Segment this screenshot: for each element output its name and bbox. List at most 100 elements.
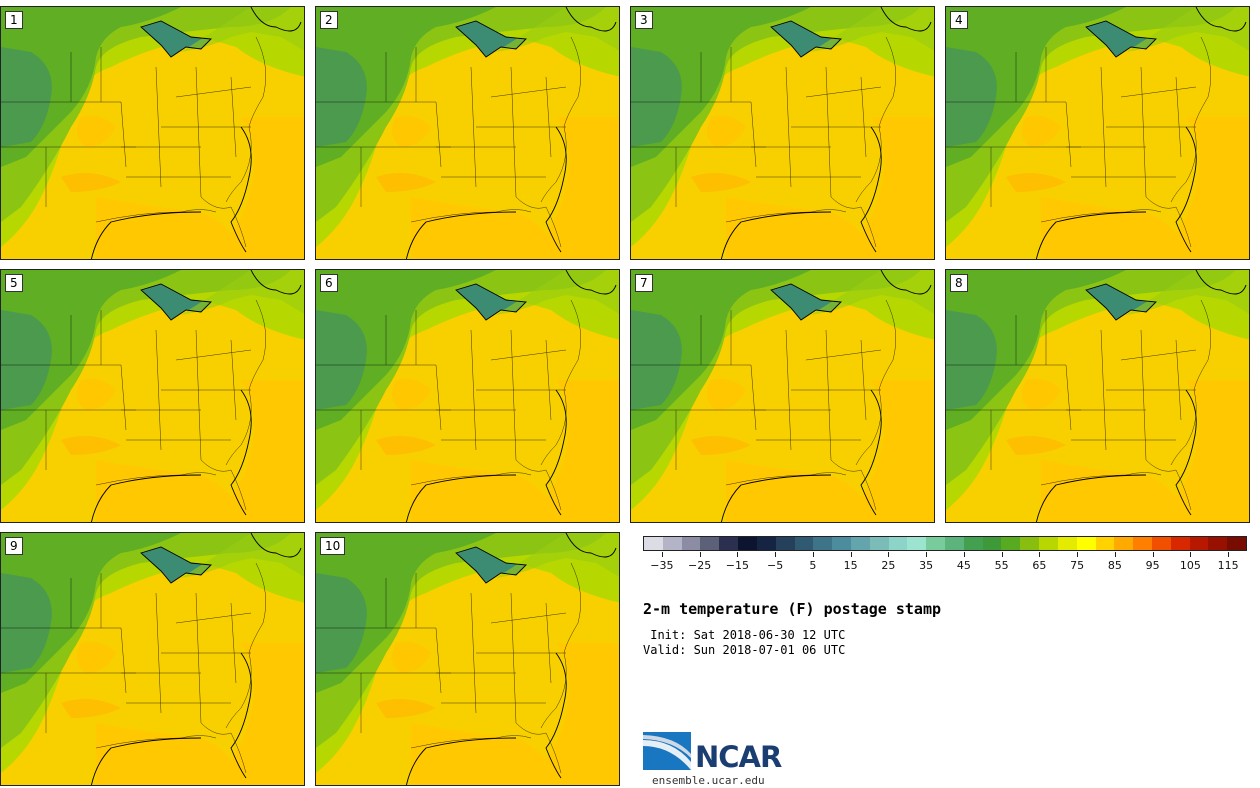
ncar-logo-icon bbox=[643, 732, 691, 770]
member-label: 10 bbox=[320, 537, 346, 555]
colorbar-swatch bbox=[1133, 537, 1152, 550]
colorbar-swatch bbox=[945, 537, 964, 550]
temperature-map bbox=[1, 270, 304, 522]
colorbar-swatch bbox=[1114, 537, 1134, 550]
temperature-map bbox=[946, 7, 1249, 259]
colorbar-tick bbox=[1077, 552, 1079, 557]
member-label: 3 bbox=[635, 11, 653, 29]
colorbar-swatch bbox=[1039, 537, 1058, 550]
colorbar-tick-label: 45 bbox=[956, 559, 971, 572]
temperature-map bbox=[316, 270, 619, 522]
colorbar-tick-label: −15 bbox=[725, 559, 749, 572]
colorbar-tick bbox=[1152, 552, 1154, 557]
temperature-map bbox=[1, 7, 304, 259]
colorbar-swatch bbox=[982, 537, 1002, 550]
temperature-map bbox=[946, 270, 1249, 522]
colorbar-tick bbox=[963, 552, 965, 557]
colorbar-swatch bbox=[1151, 537, 1171, 550]
colorbar-tick bbox=[1228, 552, 1230, 557]
colorbar-tick bbox=[850, 552, 852, 557]
colorbar-swatch bbox=[1001, 537, 1021, 550]
colorbar-swatch bbox=[1189, 537, 1209, 550]
colorbar-tick bbox=[661, 552, 663, 557]
colorbar-tick bbox=[775, 552, 777, 557]
colorbar-swatch bbox=[756, 537, 776, 550]
member-label: 4 bbox=[950, 11, 968, 29]
member-label: 9 bbox=[5, 537, 23, 555]
colorbar-tick bbox=[1190, 552, 1192, 557]
colorbar-swatch bbox=[738, 537, 757, 550]
colorbar-tick-label: −5 bbox=[767, 559, 784, 572]
colorbar-tick bbox=[699, 552, 701, 557]
colorbar-tick-label: 75 bbox=[1070, 559, 1085, 572]
colorbar bbox=[643, 536, 1247, 551]
temperature-map bbox=[316, 533, 619, 785]
colorbar-swatch bbox=[1208, 537, 1228, 550]
colorbar-tick bbox=[888, 552, 890, 557]
colorbar-swatch bbox=[644, 537, 663, 550]
temperature-map bbox=[631, 270, 934, 522]
colorbar-swatch bbox=[832, 537, 851, 550]
colorbar-swatch bbox=[1227, 537, 1246, 550]
colorbar-swatch bbox=[1095, 537, 1115, 550]
member-map-panel: 10 bbox=[315, 532, 620, 786]
member-label: 6 bbox=[320, 274, 338, 292]
colorbar-tick-label: 115 bbox=[1217, 559, 1239, 572]
colorbar-tick bbox=[737, 552, 739, 557]
colorbar-tick bbox=[1039, 552, 1041, 557]
colorbar-swatch bbox=[888, 537, 908, 550]
member-map-panel: 8 bbox=[945, 269, 1250, 523]
colorbar-tick-label: −25 bbox=[688, 559, 712, 572]
member-map-panel: 9 bbox=[0, 532, 305, 786]
member-label: 1 bbox=[5, 11, 23, 29]
temperature-map bbox=[631, 7, 934, 259]
colorbar-swatch bbox=[1057, 537, 1077, 550]
colorbar-swatch bbox=[775, 537, 795, 550]
colorbar-tick-label: 105 bbox=[1179, 559, 1201, 572]
colorbar-tick bbox=[926, 552, 928, 557]
temperature-map bbox=[316, 7, 619, 259]
member-map-panel: 7 bbox=[630, 269, 935, 523]
colorbar-tick-label: 95 bbox=[1145, 559, 1160, 572]
colorbar-swatch bbox=[700, 537, 720, 550]
colorbar-swatch bbox=[681, 537, 701, 550]
colorbar-swatch bbox=[926, 537, 945, 550]
colorbar-tick-label: 15 bbox=[843, 559, 858, 572]
colorbar-tick-label: 85 bbox=[1107, 559, 1122, 572]
member-map-panel: 2 bbox=[315, 6, 620, 260]
colorbar-swatch bbox=[719, 537, 739, 550]
colorbar-swatch bbox=[869, 537, 889, 550]
colorbar-swatch bbox=[813, 537, 833, 550]
colorbar-tick-label: −35 bbox=[650, 559, 674, 572]
member-label: 7 bbox=[635, 274, 653, 292]
colorbar-swatch bbox=[850, 537, 870, 550]
colorbar-tick-label: 35 bbox=[919, 559, 934, 572]
colorbar-swatch bbox=[963, 537, 983, 550]
colorbar-tick-label: 25 bbox=[881, 559, 896, 572]
colorbar-swatch bbox=[1170, 537, 1190, 550]
colorbar-swatch bbox=[1020, 537, 1040, 550]
member-label: 8 bbox=[950, 274, 968, 292]
member-label: 2 bbox=[320, 11, 338, 29]
member-map-panel: 5 bbox=[0, 269, 305, 523]
valid-time: Valid: Sun 2018-07-01 06 UTC bbox=[643, 643, 846, 657]
temperature-map bbox=[1, 533, 304, 785]
colorbar-ticks: −35 −25 −15 −5 5 15 25 35 45 55 65 75 85 95 105 115 bbox=[643, 552, 1247, 576]
member-map-panel: 1 bbox=[0, 6, 305, 260]
colorbar-swatch bbox=[794, 537, 814, 550]
colorbar-tick bbox=[1114, 552, 1116, 557]
member-map-panel: 6 bbox=[315, 269, 620, 523]
member-label: 5 bbox=[5, 274, 23, 292]
colorbar-tick-label: 65 bbox=[1032, 559, 1047, 572]
product-title: 2-m temperature (F) postage stamp bbox=[643, 600, 942, 618]
member-map-panel: 4 bbox=[945, 6, 1250, 260]
colorbar-swatch bbox=[1076, 537, 1096, 550]
colorbar-tick bbox=[812, 552, 814, 557]
member-map-panel: 3 bbox=[630, 6, 935, 260]
colorbar-tick-label: 55 bbox=[994, 559, 1009, 572]
colorbar-tick bbox=[1001, 552, 1003, 557]
ncar-logo-text: NCAR bbox=[695, 740, 782, 774]
colorbar-tick-label: 5 bbox=[809, 559, 817, 572]
init-time: Init: Sat 2018-06-30 12 UTC bbox=[643, 628, 846, 642]
colorbar-swatch bbox=[907, 537, 927, 550]
